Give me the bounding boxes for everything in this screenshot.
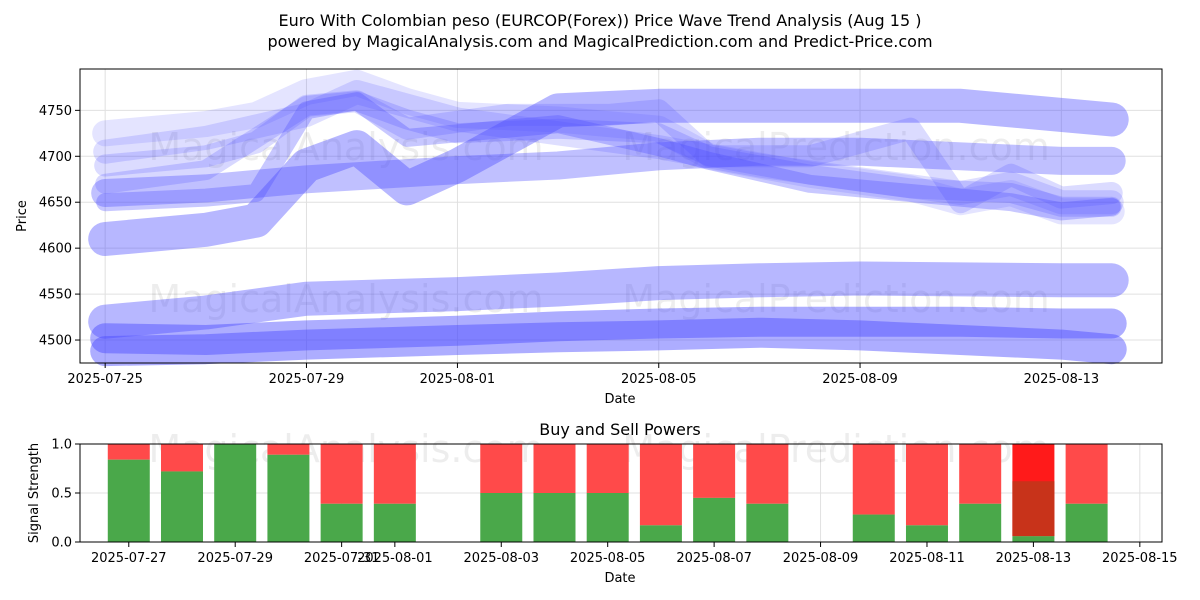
power-x-tick-label: 2025-08-05 <box>570 551 646 566</box>
price-plot-frame <box>79 68 1163 364</box>
buy-power-bar <box>1065 503 1108 542</box>
sell-power-bar <box>1065 444 1108 504</box>
price-wave-1 <box>92 69 1125 225</box>
price-wave-8 <box>88 261 1129 339</box>
price-grid <box>80 69 1162 363</box>
buy-power-bar <box>320 503 363 542</box>
buy-power-bar <box>214 444 257 542</box>
power-chart-title: Buy and Sell Powers <box>539 420 701 439</box>
power-y-axis-label: Signal Strength <box>27 443 42 543</box>
price-watermark: MagicalAnalysis.com <box>148 277 543 321</box>
buy-power-bar <box>533 493 576 542</box>
buy-power-bar <box>586 493 629 542</box>
price-wave-5 <box>96 92 1121 221</box>
price-wave-6 <box>91 137 1126 207</box>
sell-power-bar <box>160 444 203 472</box>
power-bars <box>107 444 1108 542</box>
price-y-tick-label: 4600 <box>39 242 72 257</box>
buy-power-bar <box>107 459 150 542</box>
price-x-tick-label: 2025-08-09 <box>822 372 898 387</box>
price-y-axis-label: Price <box>15 200 30 232</box>
power-x-tick-label: 2025-07-31 <box>304 551 380 566</box>
overlap-power-bar <box>1012 481 1055 537</box>
buy-power-bar <box>373 503 416 542</box>
price-x-axis: 2025-07-25 2025-07-29 2025-08-01 2025-08-05… <box>67 363 1099 387</box>
buy-power-bar <box>852 514 895 542</box>
sell-power-bar <box>107 444 150 460</box>
buy-power-bar <box>160 471 203 542</box>
price-x-tick-label: 2025-07-25 <box>67 372 143 387</box>
chart-title-line2: powered by MagicalAnalysis.com and Magic… <box>267 32 932 51</box>
power-y-tick-label: 1.0 <box>51 438 72 453</box>
sell-power-bar <box>480 444 523 493</box>
price-wave-9 <box>90 306 1127 355</box>
price-wave-3 <box>94 90 1123 214</box>
price-x-tick-label: 2025-08-05 <box>621 372 697 387</box>
price-wave-10 <box>90 317 1127 367</box>
sell-power-bar <box>746 444 789 504</box>
power-y-tick-label: 0.0 <box>51 536 72 551</box>
power-x-tick-label: 2025-08-15 <box>1102 551 1178 566</box>
price-x-tick-label: 2025-08-01 <box>420 372 496 387</box>
price-wave-4 <box>95 91 1122 217</box>
price-y-tick-label: 4500 <box>39 334 72 349</box>
power-x-axis: 2025-07-27 2025-07-29 2025-07-312025-08-01… <box>91 542 1178 566</box>
power-x-tick-label: 2025-07-27 <box>91 551 167 566</box>
sell-power-bar <box>533 444 576 493</box>
sell-power-bar <box>373 444 416 504</box>
buy-power-bar <box>693 497 736 542</box>
power-x-tick-label: 2025-08-11 <box>889 551 965 566</box>
sell-power-bar <box>639 444 682 526</box>
sell-power-bar <box>852 444 895 515</box>
price-x-axis-label: Date <box>604 392 635 407</box>
power-x-axis-label: Date <box>604 571 635 586</box>
chart-title-line1: Euro With Colombian peso (EURCOP(Forex))… <box>279 11 922 30</box>
sell-power-bar <box>959 444 1002 504</box>
price-y-tick-label: 4550 <box>39 288 72 303</box>
price-waves <box>88 69 1129 367</box>
price-watermark: MagicalPrediction.com <box>622 277 1050 321</box>
price-watermark: MagicalPrediction.com <box>622 125 1050 169</box>
buy-power-bar <box>1012 536 1055 542</box>
sell-power-bar <box>693 444 736 498</box>
power-x-tick-label: 2025-08-07 <box>676 551 752 566</box>
price-y-axis: 4500 4550 4600 4650 4700 4750 <box>39 104 80 349</box>
buy-power-bar <box>959 503 1002 542</box>
price-watermark: MagicalAnalysis.com <box>148 125 543 169</box>
sell-power-bar <box>267 444 310 455</box>
price-y-tick-label: 4650 <box>39 196 72 211</box>
power-y-tick-label: 0.5 <box>51 487 72 502</box>
power-x-tick-label: 2025-08-01 <box>357 551 433 566</box>
power-x-tick-label: 2025-08-03 <box>463 551 539 566</box>
price-wave-2 <box>93 80 1124 215</box>
price-watermarks: MagicalAnalysis.com MagicalPrediction.com… <box>148 125 1049 321</box>
sell-power-bar <box>586 444 629 493</box>
sell-power-bar <box>320 444 363 504</box>
power-x-tick-label: 2025-07-29 <box>197 551 273 566</box>
buy-power-bar <box>905 525 948 542</box>
price-x-tick-label: 2025-07-29 <box>269 372 345 387</box>
buy-power-bar <box>480 493 523 542</box>
price-wave-7 <box>88 88 1129 256</box>
sell-power-bar <box>905 444 948 526</box>
price-y-tick-label: 4750 <box>39 104 72 119</box>
price-y-tick-label: 4700 <box>39 150 72 165</box>
power-x-tick-label: 2025-08-13 <box>996 551 1072 566</box>
price-x-tick-label: 2025-08-13 <box>1024 372 1100 387</box>
buy-power-bar <box>267 454 310 542</box>
power-x-tick-label: 2025-08-09 <box>783 551 859 566</box>
buy-power-bar <box>639 525 682 542</box>
power-y-axis: 0.0 0.5 1.0 <box>51 438 80 551</box>
buy-power-bar <box>746 503 789 542</box>
